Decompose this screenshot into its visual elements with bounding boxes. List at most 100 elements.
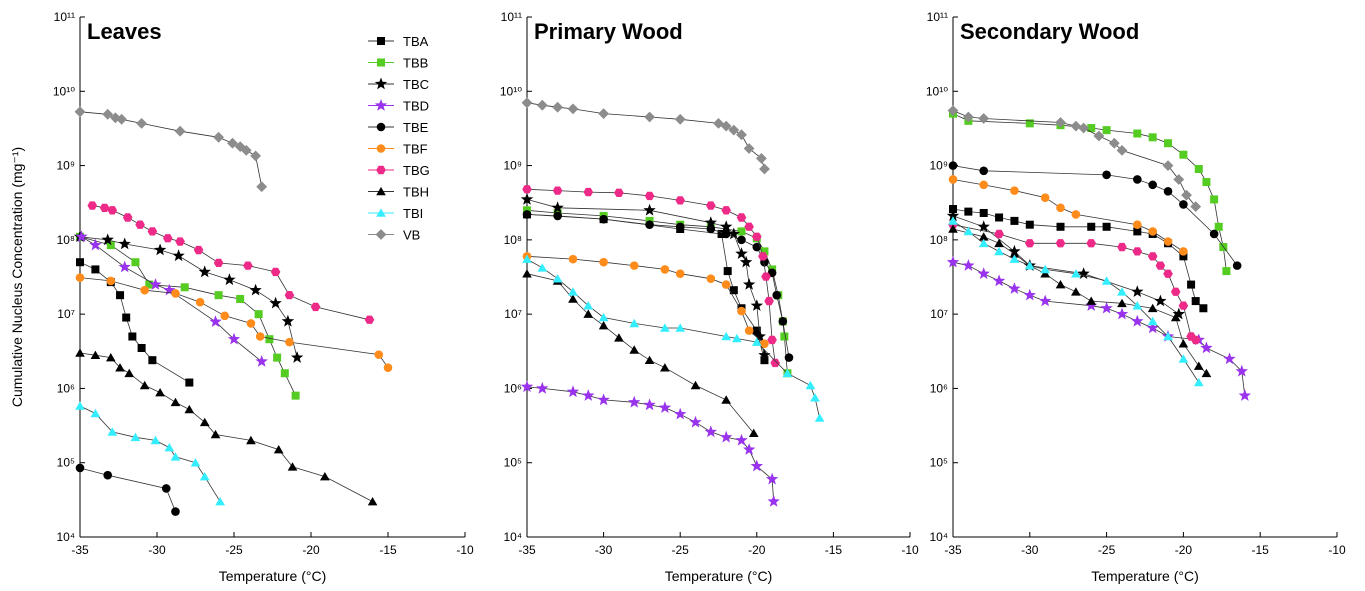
data-point <box>1163 331 1173 341</box>
data-point <box>720 430 733 443</box>
data-point <box>140 285 149 295</box>
data-point <box>736 213 747 222</box>
data-point <box>1170 287 1181 296</box>
data-point <box>1132 247 1143 256</box>
panel-title: Secondary Wood <box>960 19 1139 44</box>
data-point <box>1155 261 1166 270</box>
data-point <box>171 507 180 516</box>
data-point <box>1223 352 1236 365</box>
data-point <box>1040 269 1050 278</box>
data-point <box>215 497 225 506</box>
series-line <box>79 277 389 368</box>
data-point <box>1108 137 1120 149</box>
data-point <box>947 105 959 116</box>
data-point <box>582 389 595 401</box>
data-point <box>753 330 766 342</box>
data-point <box>116 291 125 300</box>
data-point <box>171 289 180 298</box>
data-point <box>136 118 147 129</box>
y-tick-label: 10¹⁰ <box>500 84 522 98</box>
data-point <box>115 363 125 372</box>
series-line <box>79 236 296 396</box>
data-point <box>246 319 256 328</box>
data-point <box>116 113 127 125</box>
data-point <box>170 452 181 461</box>
series-line <box>79 236 298 358</box>
data-point <box>89 238 102 251</box>
data-point <box>644 355 655 364</box>
data-point <box>364 315 375 324</box>
data-point <box>1222 267 1231 276</box>
data-point <box>101 233 114 246</box>
data-point <box>994 229 1004 239</box>
series-line <box>79 111 263 187</box>
data-point <box>234 141 246 152</box>
data-point <box>291 391 300 400</box>
data-point <box>721 206 731 215</box>
data-point <box>1181 189 1192 201</box>
data-point <box>551 201 564 214</box>
data-point <box>995 213 1004 222</box>
data-point <box>720 120 732 132</box>
data-point <box>1093 130 1105 142</box>
x-tick-label: -10 <box>456 543 474 557</box>
data-point <box>254 310 263 319</box>
data-point <box>1194 164 1203 173</box>
data-point <box>1232 261 1242 270</box>
data-point <box>1102 170 1111 180</box>
data-point <box>1071 269 1081 278</box>
data-point <box>729 286 738 295</box>
y-tick-label: 10⁴ <box>503 530 522 544</box>
x-tick-label: -35 <box>518 543 536 557</box>
data-point <box>675 196 685 205</box>
y-tick-label: 10⁶ <box>57 381 75 395</box>
data-point <box>784 353 794 362</box>
data-point <box>1056 203 1065 213</box>
data-point <box>963 226 974 236</box>
data-point <box>281 314 295 327</box>
x-tick-label: -35 <box>71 543 89 557</box>
data-point <box>675 222 685 232</box>
data-point <box>964 207 973 216</box>
data-point <box>1025 239 1035 248</box>
series-line <box>526 209 788 374</box>
data-point <box>736 129 747 141</box>
data-point <box>628 395 641 408</box>
data-point <box>721 331 731 341</box>
data-point <box>374 350 384 359</box>
data-point <box>1214 222 1223 231</box>
data-point <box>978 238 989 248</box>
data-point <box>948 161 958 170</box>
data-point <box>280 369 289 378</box>
series-line <box>526 102 765 170</box>
data-point <box>717 229 726 238</box>
data-point <box>250 150 261 162</box>
data-point <box>1147 303 1158 313</box>
data-point <box>767 495 780 507</box>
data-point <box>163 283 176 296</box>
data-point <box>660 363 670 372</box>
y-tick-label: 10⁶ <box>504 381 522 395</box>
data-point <box>946 255 960 268</box>
data-point <box>1025 119 1034 128</box>
data-point <box>810 393 820 402</box>
data-point <box>131 258 140 267</box>
data-point <box>164 443 175 452</box>
data-point <box>568 287 578 296</box>
x-tick-label: -30 <box>1021 543 1039 557</box>
y-tick-label: 10⁷ <box>930 307 948 321</box>
data-point <box>1148 227 1157 236</box>
legend-marker <box>377 58 385 67</box>
data-point <box>1178 339 1189 348</box>
data-point <box>752 326 761 335</box>
data-point <box>320 472 330 481</box>
series-line <box>952 113 1227 272</box>
data-point <box>291 351 304 363</box>
y-tick-label: 10⁷ <box>57 307 75 321</box>
data-point <box>760 247 769 256</box>
legend-marker <box>376 186 386 196</box>
data-point <box>743 278 756 290</box>
data-point <box>102 108 114 120</box>
series-line <box>79 467 176 512</box>
